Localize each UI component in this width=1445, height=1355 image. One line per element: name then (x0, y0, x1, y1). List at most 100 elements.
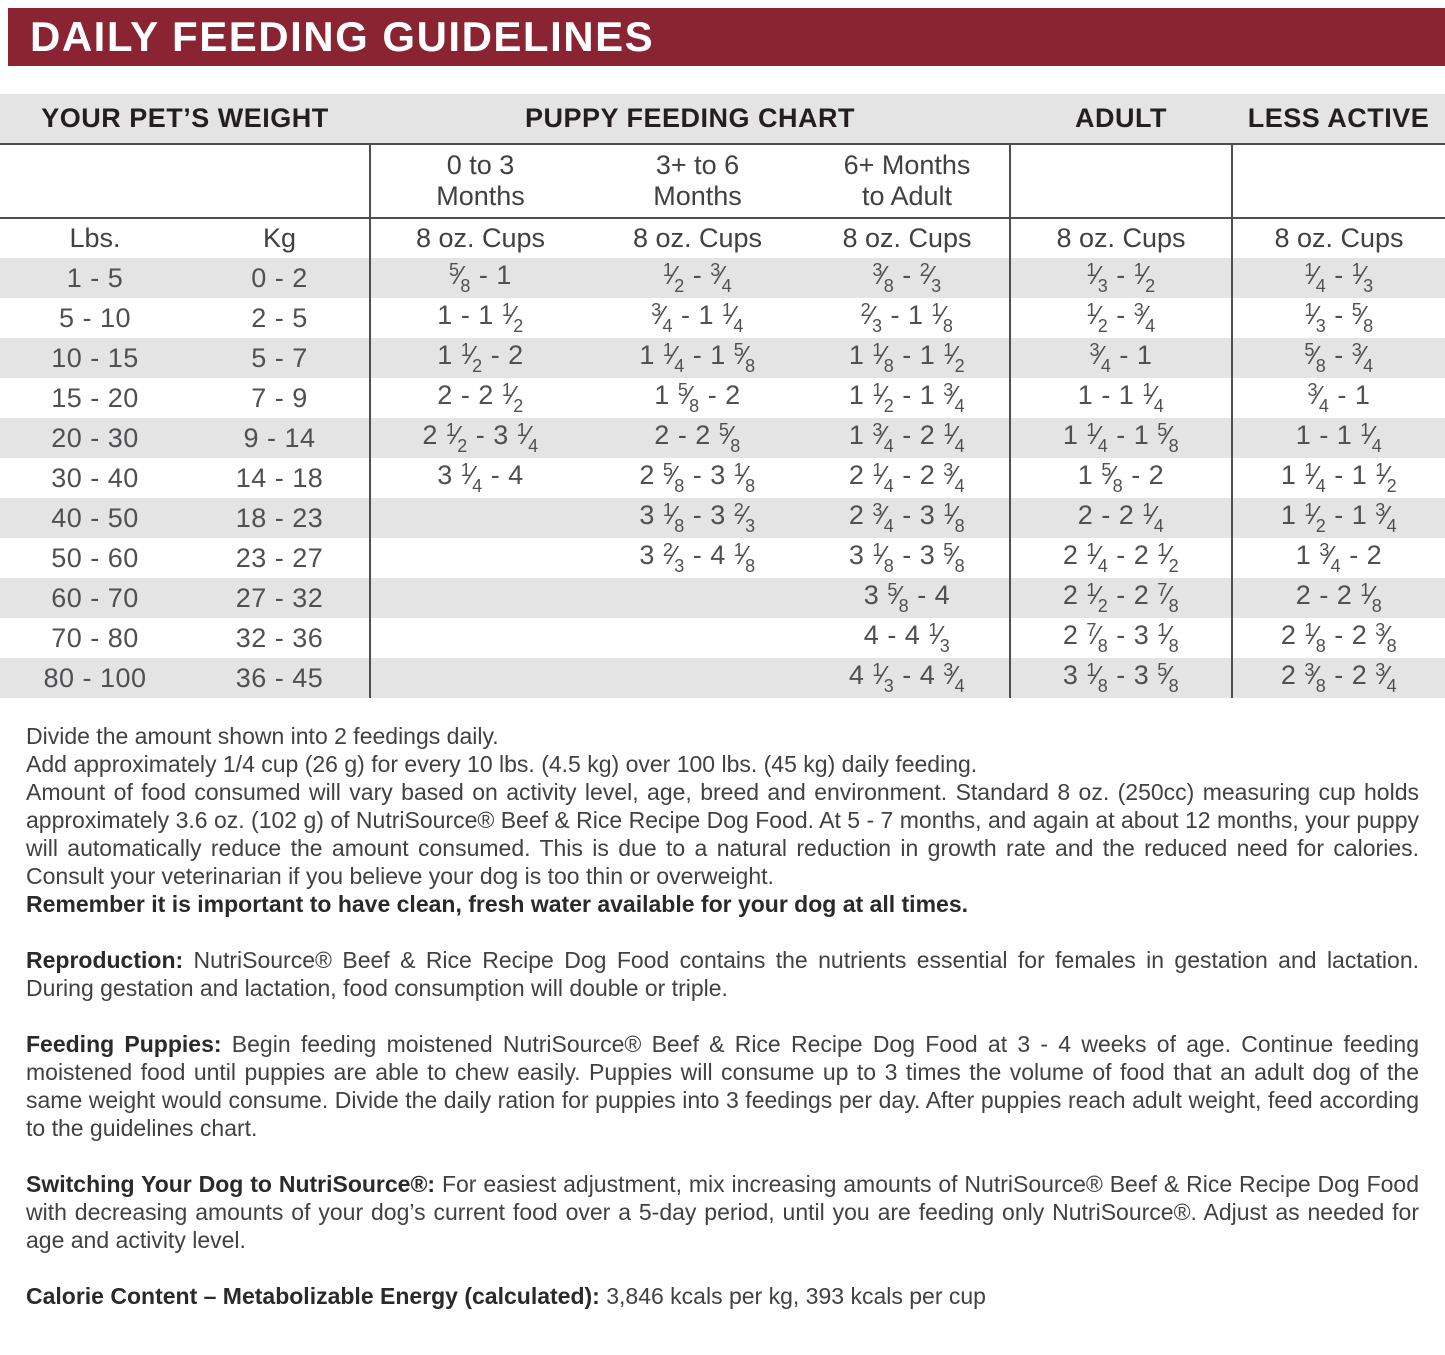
fraction: 1⁄4 (1086, 539, 1109, 576)
fraction: 2⁄3 (919, 259, 942, 296)
puppy-3-6-cups-cell: 1 1⁄4 - 1 5⁄8 (590, 338, 805, 378)
less-active-cups-cell: 3⁄4 - 1 (1307, 379, 1371, 416)
age-header-6-months-adult: 6+ Months to Adult (805, 144, 1011, 219)
table-row: 80 - 100 36 - 45 4 1⁄3 - 4 3⁄4 3 1⁄8 - 3 5⁄… (0, 658, 1445, 698)
note-line: Divide the amount shown into 2 feedings … (26, 723, 499, 749)
weight-lbs-cell: 30 - 40 (51, 462, 139, 493)
fraction: 3⁄4 (1375, 499, 1398, 536)
less-active-cups-cell: 1⁄4 - 1⁄3 (1232, 258, 1445, 298)
age-header-empty (1010, 144, 1233, 219)
weight-kg-cell: 23 - 27 (190, 538, 371, 578)
adult-cups-cell: 2 1⁄4 - 2 1⁄2 (1010, 538, 1233, 578)
fraction: 7⁄8 (1157, 579, 1180, 616)
puppy-6-adult-cups-cell: 1 1⁄2 - 1 3⁄4 (805, 378, 1011, 418)
fraction: 1⁄8 (872, 339, 895, 376)
table-row: 5 - 10 2 - 5 1 - 1 1⁄2 3⁄4 - 1 1⁄4 2⁄3 - 1 1… (0, 298, 1445, 338)
weight-kg-cell: 2 - 5 (190, 298, 371, 338)
fraction: 3⁄4 (651, 299, 673, 336)
puppy-3-6-cups-cell: 3 2⁄3 - 4 1⁄8 (639, 539, 756, 576)
switching-section: Switching Your Dog to NutriSource®: For … (26, 1170, 1419, 1254)
fraction: 3⁄4 (1133, 299, 1156, 336)
fraction: 3⁄4 (943, 379, 966, 416)
adult-cups-cell: 1⁄2 - 3⁄4 (1010, 298, 1233, 338)
fraction: 1⁄3 (1086, 259, 1109, 296)
adult-cups-cell: 3⁄4 - 1 (1010, 338, 1233, 378)
puppy-3-6-cups-cell: 1 5⁄8 - 2 (654, 379, 741, 416)
weight-kg-cell: 18 - 23 (190, 498, 371, 538)
fraction: 3⁄4 (872, 499, 895, 536)
fraction: 7⁄8 (1086, 619, 1109, 656)
title-banner: DAILY FEEDING GUIDELINES (8, 8, 1445, 66)
fraction: 1⁄4 (1360, 419, 1383, 456)
puppy-0-3-cups-cell (370, 658, 590, 698)
weight-kg-cell: 32 - 36 (190, 618, 371, 658)
fraction: 1⁄2 (662, 259, 685, 296)
fraction: 1⁄4 (1304, 259, 1327, 296)
puppy-0-3-cups-cell: 2 1⁄2 - 3 1⁄4 (370, 418, 590, 458)
weight-lbs-cell: 80 - 100 (0, 658, 190, 698)
adult-cups-cell: 2 7⁄8 - 3 1⁄8 (1010, 618, 1233, 658)
fraction: 3⁄4 (1351, 339, 1374, 376)
fraction: 3⁄8 (1304, 659, 1327, 696)
fraction: 2⁄3 (733, 499, 756, 536)
puppy-0-3-cups-cell (370, 498, 590, 538)
weight-lbs-cell: 5 - 10 (58, 302, 132, 333)
weight-lbs-cell: 60 - 70 (0, 578, 190, 618)
age-header-3-6-months: 3+ to 6 Months (590, 144, 805, 219)
unit-header-cups: 8 oz. Cups (1274, 223, 1404, 253)
fraction: 1⁄2 (1304, 499, 1327, 536)
fraction: 5⁄8 (1157, 659, 1180, 696)
weight-kg-cell: 27 - 32 (190, 578, 371, 618)
puppy-6-adult-cups-cell: 3 1⁄8 - 3 5⁄8 (805, 538, 1011, 578)
weight-kg-cell: 0 - 2 (190, 258, 371, 298)
weight-lbs-cell: 20 - 30 (0, 418, 190, 458)
table-row: 50 - 60 23 - 27 3 2⁄3 - 4 1⁄8 3 1⁄8 - 3 5⁄8… (0, 538, 1445, 578)
fraction: 1⁄4 (1304, 459, 1327, 496)
fraction: 1⁄8 (1157, 619, 1180, 656)
adult-cups-cell: 1 5⁄8 - 2 (1010, 458, 1233, 498)
puppy-0-3-cups-cell: 1 - 1 1⁄2 (437, 299, 524, 336)
unit-header-lbs: Lbs. (69, 223, 121, 253)
unit-header-cups: 8 oz. Cups (805, 218, 1011, 258)
fraction: 1⁄2 (501, 299, 524, 336)
fraction: 1⁄2 (1375, 459, 1398, 496)
fraction: 3⁄4 (710, 259, 733, 296)
fraction: 1⁄8 (872, 539, 895, 576)
calorie-content-section: Calorie Content – Metabolizable Energy (… (26, 1282, 1419, 1310)
puppy-0-3-cups-cell (370, 618, 590, 658)
fraction: 1⁄4 (460, 459, 483, 496)
note-line: Add approximately 1/4 cup (26 g) for eve… (26, 751, 978, 777)
less-active-cups-cell: 1 1⁄4 - 1 1⁄2 (1280, 459, 1398, 496)
note-paragraph: Amount of food consumed will vary based … (26, 779, 1419, 889)
fraction: 1⁄4 (1086, 419, 1109, 456)
fraction: 1⁄8 (1086, 659, 1109, 696)
weight-kg-cell: 14 - 18 (190, 458, 371, 498)
fraction: 3⁄4 (872, 419, 895, 456)
fraction: 1⁄8 (931, 299, 954, 336)
col-group-adult: ADULT (1010, 94, 1232, 145)
table-row: 30 - 40 14 - 18 3 1⁄4 - 4 2 5⁄8 - 3 1⁄8 2 1⁄… (0, 458, 1445, 498)
fraction: 5⁄8 (1351, 299, 1374, 336)
puppy-6-adult-cups-cell: 4 1⁄3 - 4 3⁄4 (805, 658, 1011, 698)
puppy-0-3-cups-cell: 5⁄8 - 1 (370, 258, 590, 298)
age-header-empty (190, 144, 371, 219)
less-active-cups-cell: 1 1⁄2 - 1 3⁄4 (1232, 498, 1445, 538)
fraction: 1⁄3 (928, 619, 951, 656)
reproduction-text: NutriSource® Beef & Rice Recipe Dog Food… (26, 947, 1419, 1001)
puppy-3-6-cups-cell: 3 1⁄8 - 3 2⁄3 (590, 498, 805, 538)
fraction: 1⁄2 (501, 379, 524, 416)
weight-lbs-cell: 50 - 60 (51, 542, 139, 573)
fraction: 5⁄8 (718, 419, 741, 456)
fraction: 5⁄8 (1157, 419, 1180, 456)
fraction: 5⁄8 (677, 379, 700, 416)
unit-header-cups: 8 oz. Cups (415, 223, 546, 253)
puppy-6-adult-cups-cell: 1 1⁄8 - 1 1⁄2 (805, 338, 1011, 378)
fraction: 1⁄2 (1086, 299, 1109, 336)
puppy-3-6-cups-cell (590, 658, 805, 698)
puppy-3-6-cups-cell (590, 618, 805, 658)
weight-lbs-cell: 70 - 80 (51, 622, 139, 653)
less-active-cups-cell: 5⁄8 - 3⁄4 (1232, 338, 1445, 378)
puppy-6-adult-cups-cell: 4 - 4 1⁄3 (805, 618, 1011, 658)
puppy-0-3-cups-cell (370, 538, 590, 578)
